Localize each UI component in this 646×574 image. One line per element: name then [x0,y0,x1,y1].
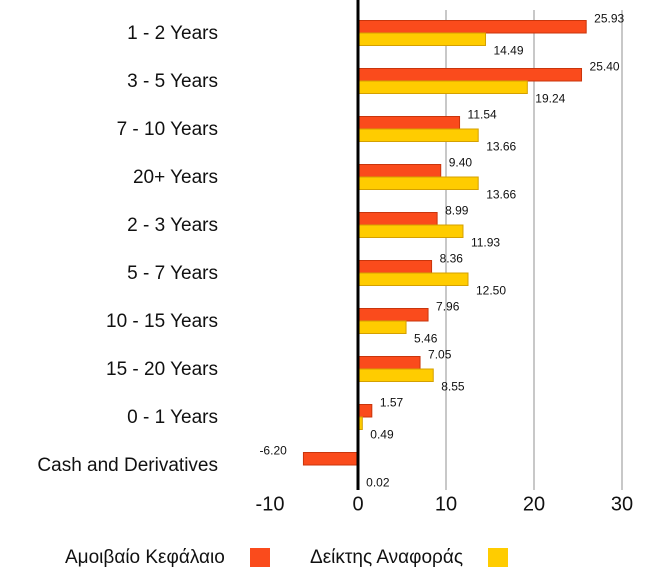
value-label: 1.57 [380,396,404,410]
bar [357,32,487,46]
legend-swatch [488,548,508,567]
value-label: 19.24 [535,92,565,106]
category-label: 1 - 2 Years [127,23,218,44]
bar [357,224,464,238]
category-label: 20+ Years [133,167,218,188]
value-label: -6.20 [259,444,287,458]
x-tick-label: 20 [523,493,545,515]
bar [357,176,479,190]
bar [357,80,528,94]
value-label: 7.05 [428,348,452,362]
bar [357,20,587,34]
bar [357,212,438,226]
category-label: 15 - 20 Years [106,359,218,380]
category-label: Cash and Derivatives [37,455,218,476]
value-label: 11.93 [471,236,500,250]
value-label: 0.49 [370,428,394,442]
bar [357,308,429,322]
bar [357,128,479,142]
value-label: 13.66 [486,188,516,202]
bar [357,404,373,418]
category-label: 3 - 5 Years [127,71,218,92]
bar [357,356,421,370]
value-label: 13.66 [486,140,516,154]
x-tick-label: 0 [352,493,363,515]
category-label: 0 - 1 Years [127,407,218,428]
category-label: 10 - 15 Years [106,311,218,332]
x-tick-label: 30 [611,493,633,515]
bar [357,320,407,334]
value-label: 25.93 [594,12,624,26]
value-label: 25.40 [590,60,620,74]
value-label: 8.99 [445,204,469,218]
x-tick-label: 10 [435,493,457,515]
value-label: 8.55 [441,380,465,394]
legend-label: Δείκτης Αναφοράς [310,547,463,568]
value-label: 14.49 [494,44,524,58]
legend-label: Αμοιβαίο Κεφάλαιο [65,547,225,568]
bar [357,116,461,130]
bar [302,452,359,466]
x-tick-label: -10 [256,493,285,515]
category-label: 5 - 7 Years [127,263,218,284]
legend-swatch [250,548,270,567]
value-label: 7.96 [436,300,460,314]
bar [357,68,583,82]
bar [357,272,469,286]
category-label: 7 - 10 Years [117,119,218,140]
value-label: 9.40 [449,156,473,170]
category-label: 2 - 3 Years [127,215,218,236]
bar [357,260,433,274]
value-label: 0.02 [366,476,390,490]
bar [357,368,434,382]
value-label: 5.46 [414,332,438,346]
bar [357,164,442,178]
value-label: 8.36 [440,252,464,266]
value-label: 11.54 [468,108,497,122]
value-label: 12.50 [476,284,506,298]
